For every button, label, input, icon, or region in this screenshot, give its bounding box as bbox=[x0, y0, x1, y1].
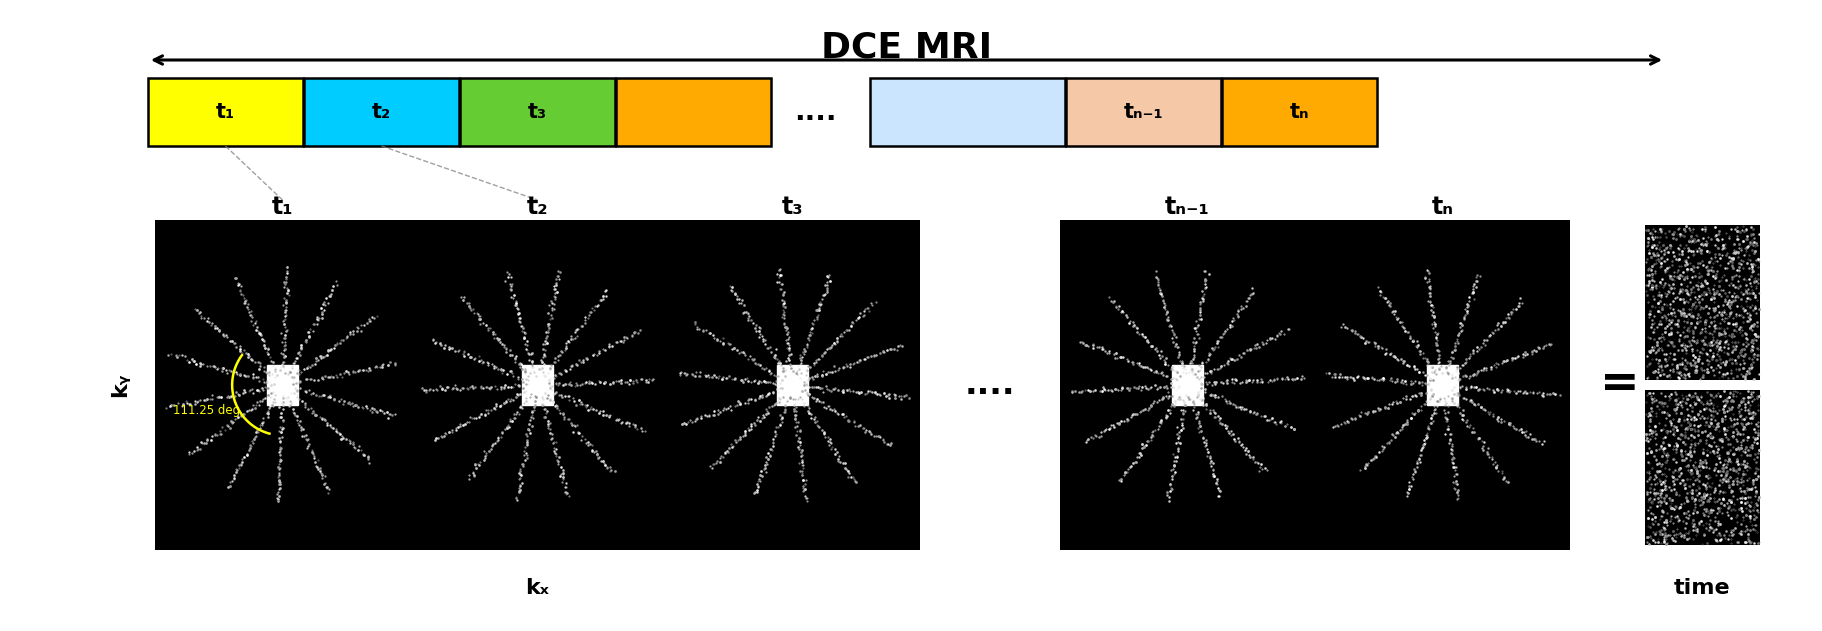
Bar bbox=[1315, 220, 1571, 550]
Text: t₃: t₃ bbox=[782, 195, 804, 219]
Bar bbox=[1645, 390, 1760, 545]
Bar bbox=[1427, 365, 1458, 405]
Bar bbox=[869, 78, 1066, 146]
Text: t₃: t₃ bbox=[528, 102, 547, 122]
Text: tₙ₋₁: tₙ₋₁ bbox=[1164, 195, 1210, 219]
Text: ....: .... bbox=[794, 98, 836, 126]
Text: tₙ: tₙ bbox=[1290, 102, 1310, 122]
Bar bbox=[1060, 220, 1315, 550]
Text: 111.25 deg: 111.25 deg bbox=[173, 404, 241, 416]
Bar bbox=[1223, 78, 1377, 146]
Text: time: time bbox=[1674, 578, 1731, 598]
Text: tₙ₋₁: tₙ₋₁ bbox=[1124, 102, 1162, 122]
Bar bbox=[523, 365, 552, 405]
Bar bbox=[304, 78, 459, 146]
Bar bbox=[459, 78, 616, 146]
Bar bbox=[778, 365, 807, 405]
Bar bbox=[1066, 78, 1221, 146]
Bar bbox=[616, 78, 771, 146]
Text: t₂: t₂ bbox=[527, 195, 548, 219]
Bar bbox=[410, 220, 665, 550]
Text: t₁: t₁ bbox=[217, 102, 235, 122]
Bar bbox=[1172, 365, 1203, 405]
Bar bbox=[268, 365, 297, 405]
Text: ....: .... bbox=[966, 369, 1015, 401]
Text: tₙ: tₙ bbox=[1432, 195, 1454, 219]
Text: =: = bbox=[1600, 362, 1640, 408]
Bar bbox=[155, 220, 410, 550]
Text: DCE MRI: DCE MRI bbox=[822, 30, 991, 64]
Bar bbox=[1645, 225, 1760, 380]
Text: kₓ: kₓ bbox=[525, 578, 550, 598]
Text: t₁: t₁ bbox=[271, 195, 293, 219]
Bar bbox=[148, 78, 302, 146]
Text: t₂: t₂ bbox=[372, 102, 392, 122]
Bar bbox=[665, 220, 920, 550]
Text: kᵧ: kᵧ bbox=[109, 373, 129, 397]
